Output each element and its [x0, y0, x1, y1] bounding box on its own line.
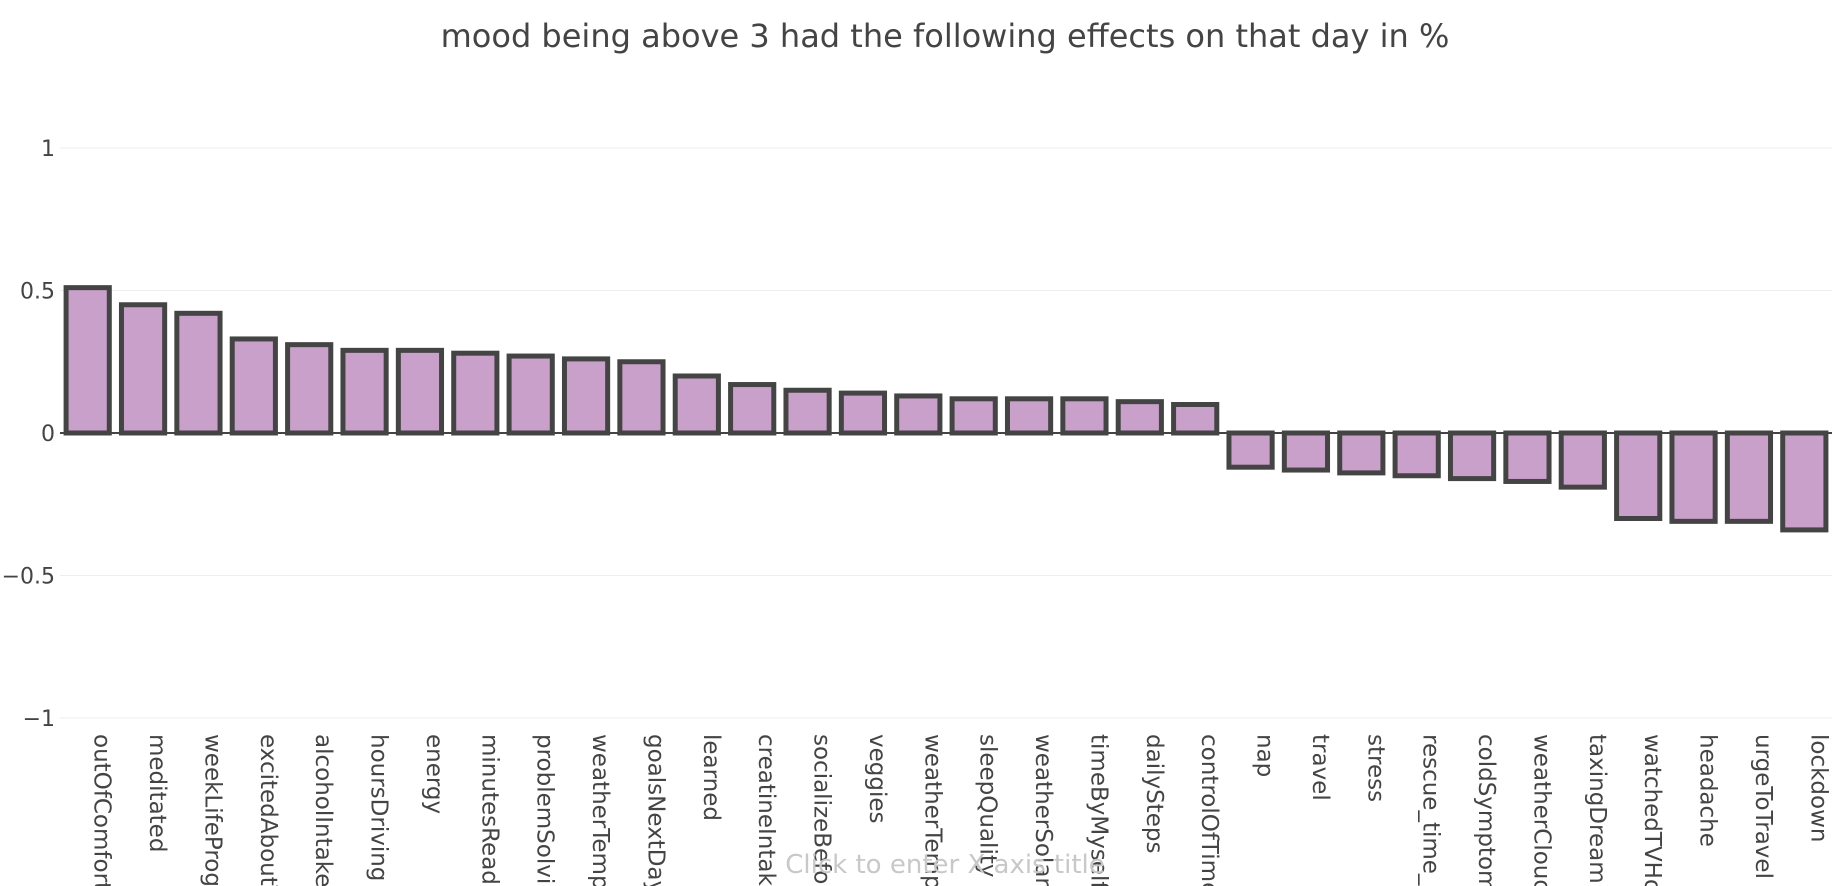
bar-weatherSolarRadiation[interactable] — [1004, 396, 1054, 436]
y-tick-label: −1 — [23, 707, 55, 732]
x-tick-label: outOfComfortZone — [89, 734, 115, 886]
bar-goalsNextDay[interactable] — [617, 359, 666, 436]
bar-alcoholIntake[interactable] — [285, 342, 334, 436]
y-tick-label: −0.5 — [2, 565, 55, 590]
bar-controlOfTime[interactable] — [1171, 402, 1220, 436]
x-tick-label: excitedAboutTomorrow — [255, 734, 281, 886]
bar-coldSymptoms[interactable] — [1447, 430, 1497, 482]
x-tick-label: weatherTemperatureMin — [919, 734, 945, 886]
x-tick-label: coldSymptoms — [1473, 734, 1499, 886]
bar-headache[interactable] — [1669, 430, 1718, 524]
x-tick-label: stress — [1362, 734, 1388, 802]
y-gridlines — [60, 147, 1832, 719]
x-tick-label: veggies — [864, 734, 890, 823]
x-tick-label: learned — [698, 734, 724, 821]
bars — [63, 285, 1829, 533]
bar-lockdown[interactable] — [1780, 430, 1829, 533]
x-tick-label: creatineIntake — [753, 734, 779, 886]
y-tick-label: 0 — [41, 422, 55, 447]
chart-title: mood being above 3 had the following eff… — [441, 17, 1450, 55]
bar-outOfComfortZone[interactable] — [63, 285, 112, 436]
x-tick-label: socializeBeforeNoon — [809, 734, 835, 886]
bar-weatherTemperatureMin[interactable] — [894, 393, 943, 436]
x-tick-label: rescue_time_productivity — [1418, 734, 1444, 886]
x-axis-category-labels: outOfComfortZone meditated weekLifeProgres… — [89, 734, 1832, 886]
x-tick-label: urgeToTravel — [1750, 734, 1776, 879]
x-tick-label: minutesRead — [476, 734, 502, 885]
bar-stress[interactable] — [1337, 430, 1386, 476]
bar-dailySteps[interactable] — [1115, 399, 1164, 436]
bar-weekLifeProgress[interactable] — [174, 310, 223, 436]
x-tick-label: goalsNextDay — [642, 734, 668, 886]
x-tick-label: weatherSolarRadiation — [1030, 734, 1056, 886]
bar-hoursDriving[interactable] — [340, 347, 389, 436]
x-tick-label: dailySteps — [1141, 734, 1167, 853]
x-tick-label: timeByMyself — [1085, 734, 1111, 886]
bar-rescue_time_productivity[interactable] — [1392, 430, 1441, 479]
bar-minutesRead[interactable] — [451, 350, 500, 436]
bar-sleepQuality[interactable] — [949, 396, 998, 436]
bar-socializeBeforeNoon[interactable] — [783, 387, 832, 436]
bar-problemSolving[interactable] — [506, 353, 555, 436]
bar-weatherCloudCover[interactable] — [1503, 430, 1552, 484]
bar-energy[interactable] — [395, 347, 445, 436]
x-tick-label: problemSolving — [532, 734, 558, 886]
bar-veggies[interactable] — [838, 390, 888, 436]
bar-watchedTVHours[interactable] — [1614, 430, 1663, 521]
x-tick-label: sleepQuality — [975, 734, 1001, 877]
x-tick-label: controlOfTime — [1196, 734, 1222, 886]
x-tick-label: weekLifeProgress — [199, 734, 225, 886]
x-tick-label: travel — [1307, 734, 1333, 801]
bar-weatherTemperatureMax[interactable] — [561, 356, 611, 436]
x-axis-title-placeholder[interactable]: Click to enter X axis title — [785, 850, 1104, 880]
x-tick-label: watchedTVHours — [1639, 734, 1665, 886]
x-tick-label: nap — [1252, 734, 1278, 777]
x-tick-label: taxingDream — [1584, 734, 1610, 884]
x-tick-label: headache — [1695, 734, 1721, 847]
x-tick-label: meditated — [144, 734, 170, 852]
y-tick-label: 1 — [41, 137, 55, 162]
bar-timeByMyself[interactable] — [1060, 396, 1109, 436]
bar-nap[interactable] — [1226, 430, 1275, 470]
y-tick-label: 0.5 — [20, 280, 55, 305]
bar-meditated[interactable] — [118, 302, 168, 436]
x-tick-label: hoursDriving — [366, 734, 392, 881]
x-tick-label: energy — [421, 734, 447, 814]
x-tick-label: weatherTemperatureMax — [587, 734, 613, 886]
bar-learned[interactable] — [672, 373, 721, 436]
x-tick-label: lockdown — [1805, 734, 1831, 843]
bar-urgeToTravel[interactable] — [1724, 430, 1774, 524]
bar-excitedAboutTomorrow[interactable] — [229, 336, 278, 436]
bar-travel[interactable] — [1281, 430, 1331, 473]
x-tick-label: alcoholIntake — [310, 734, 336, 886]
x-tick-label: weatherCloudCover — [1528, 734, 1554, 886]
y-axis-ticks: −1 −0.5 0 0.5 1 — [2, 137, 55, 732]
bar-creatineIntake[interactable] — [728, 382, 777, 436]
bar-taxingDream[interactable] — [1558, 430, 1607, 490]
